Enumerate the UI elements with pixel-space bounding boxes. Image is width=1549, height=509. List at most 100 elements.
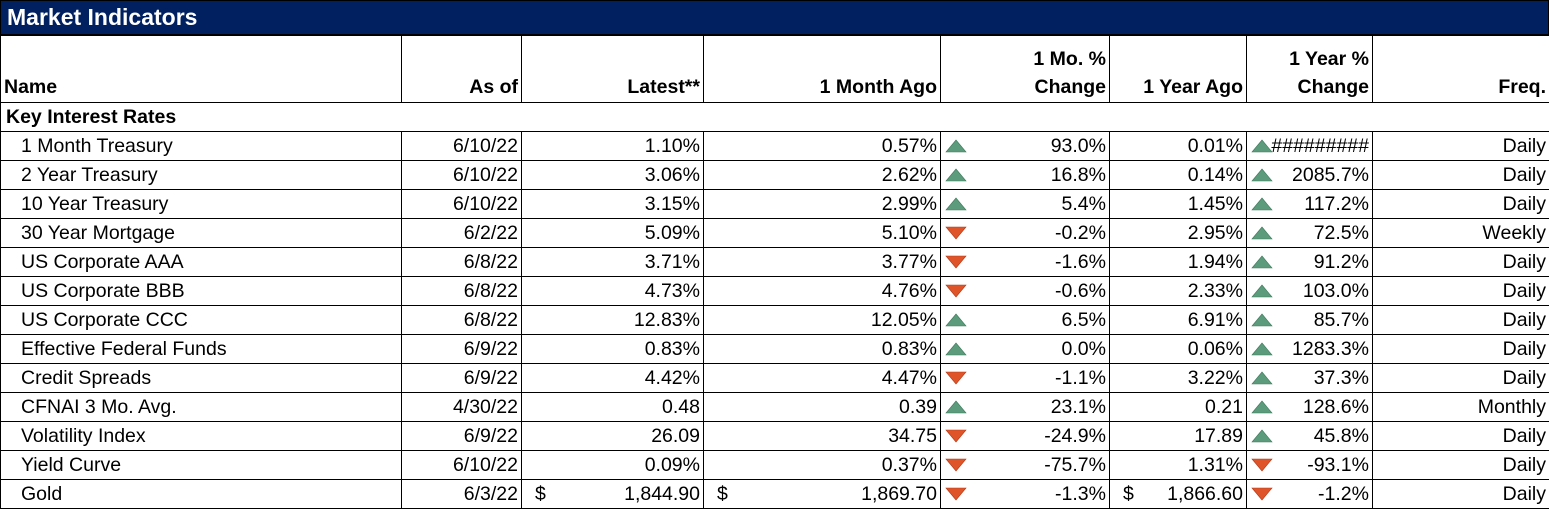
- table-row: Credit Spreads 6/9/22 4.42% 4.47% -1.1% 3.22%…: [0, 363, 1549, 393]
- month-change-cell: 0.0%: [940, 334, 1110, 364]
- month-change-cell: 5.4%: [940, 189, 1110, 219]
- month-ago-cell: 0.83%: [703, 334, 941, 364]
- year-change-cell: 128.6%: [1246, 392, 1373, 422]
- frequency: Daily: [1372, 160, 1549, 190]
- frequency: Daily: [1372, 131, 1549, 161]
- latest-cell: 3.15%: [521, 189, 704, 219]
- year-change-cell-value: 91.2%: [1313, 251, 1369, 273]
- arrow-down-icon: [945, 255, 967, 269]
- year-ago-cell: 17.89: [1109, 421, 1247, 451]
- table-row: Volatility Index 6/9/22 26.09 34.75 -24.9% 17…: [0, 421, 1549, 451]
- as-of-date: 6/9/22: [401, 334, 522, 364]
- frequency: Daily: [1372, 189, 1549, 219]
- arrow-down-icon: [945, 284, 967, 298]
- arrow-up-icon: [945, 197, 967, 211]
- year-ago-cell: 0.21: [1109, 392, 1247, 422]
- year-ago-cell: 3.22%: [1109, 363, 1247, 393]
- year-ago-cell: 1.45%: [1109, 189, 1247, 219]
- year-ago-cell-value: 1,866.60: [1167, 483, 1243, 505]
- month-change-cell-value: -24.9%: [1044, 425, 1106, 447]
- year-change-cell-value: 45.8%: [1313, 425, 1369, 447]
- year-change-cell: 72.5%: [1246, 218, 1373, 248]
- month-ago-cell: 5.10%: [703, 218, 941, 248]
- as-of-date: 4/30/22: [401, 392, 522, 422]
- frequency: Monthly: [1372, 392, 1549, 422]
- arrow-down-icon: [945, 458, 967, 472]
- as-of-date: 6/2/22: [401, 218, 522, 248]
- month-change-cell-value: -75.7%: [1044, 454, 1106, 476]
- indicator-name: Gold: [0, 479, 402, 509]
- arrow-up-icon: [1251, 284, 1273, 298]
- as-of-date: 6/10/22: [401, 189, 522, 219]
- year-change-cell: #########: [1246, 131, 1373, 161]
- month-ago-cell: 0.57%: [703, 131, 941, 161]
- month-change-cell: 23.1%: [940, 392, 1110, 422]
- header-month-change: 1 Mo. % Change: [940, 35, 1110, 103]
- arrow-up-icon: [1251, 342, 1273, 356]
- year-change-cell: 45.8%: [1246, 421, 1373, 451]
- year-change-cell: 117.2%: [1246, 189, 1373, 219]
- frequency: Daily: [1372, 479, 1549, 509]
- indicator-name: 10 Year Treasury: [0, 189, 402, 219]
- year-ago-cell: $1,866.60: [1109, 479, 1247, 509]
- year-ago-cell: 6.91%: [1109, 305, 1247, 335]
- sheet-title: Market Indicators: [7, 4, 198, 30]
- header-month-ago: 1 Month Ago: [703, 35, 941, 103]
- indicator-name: Volatility Index: [0, 421, 402, 451]
- year-ago-cell: 0.14%: [1109, 160, 1247, 190]
- frequency: Daily: [1372, 305, 1549, 335]
- section-label: Key Interest Rates: [0, 102, 1549, 132]
- latest-cell: 4.42%: [521, 363, 704, 393]
- arrow-down-icon: [945, 429, 967, 443]
- frequency: Weekly: [1372, 218, 1549, 248]
- latest-cell: 0.48: [521, 392, 704, 422]
- arrow-up-icon: [945, 342, 967, 356]
- arrow-down-icon: [1251, 487, 1273, 501]
- arrow-down-icon: [1251, 458, 1273, 472]
- as-of-date: 6/3/22: [401, 479, 522, 509]
- month-change-cell-value: -1.1%: [1055, 367, 1106, 389]
- indicator-name: Yield Curve: [0, 450, 402, 480]
- year-change-cell-value: -1.2%: [1318, 483, 1369, 505]
- year-change-cell: -1.2%: [1246, 479, 1373, 509]
- title-bar: Market Indicators: [0, 0, 1549, 35]
- year-change-cell-value: 37.3%: [1313, 367, 1369, 389]
- arrow-down-icon: [945, 226, 967, 240]
- frequency: Daily: [1372, 334, 1549, 364]
- header-month-change-line1: 1 Mo. %: [1033, 48, 1106, 70]
- indicator-name: 1 Month Treasury: [0, 131, 402, 161]
- indicators-table: Name As of Latest** 1 Month Ago 1 Mo. % …: [0, 35, 1549, 509]
- year-ago-cell: 1.94%: [1109, 247, 1247, 277]
- month-change-cell: 16.8%: [940, 160, 1110, 190]
- header-row: Name As of Latest** 1 Month Ago 1 Mo. % …: [0, 35, 1549, 103]
- month-change-cell: -1.6%: [940, 247, 1110, 277]
- latest-cell: 5.09%: [521, 218, 704, 248]
- month-change-cell: -24.9%: [940, 421, 1110, 451]
- year-change-cell-value: 85.7%: [1313, 309, 1369, 331]
- arrow-up-icon: [945, 400, 967, 414]
- year-change-cell-value: 72.5%: [1313, 222, 1369, 244]
- month-ago-cell: 3.77%: [703, 247, 941, 277]
- table-row: US Corporate CCC 6/8/22 12.83% 12.05% 6.5% 6.…: [0, 305, 1549, 335]
- arrow-up-icon: [1251, 197, 1273, 211]
- as-of-date: 6/8/22: [401, 247, 522, 277]
- indicator-name: US Corporate CCC: [0, 305, 402, 335]
- month-change-cell: -75.7%: [940, 450, 1110, 480]
- year-change-cell: 2085.7%: [1246, 160, 1373, 190]
- table-row: Effective Federal Funds 6/9/22 0.83% 0.83% 0…: [0, 334, 1549, 364]
- month-ago-cell: 34.75: [703, 421, 941, 451]
- frequency: Daily: [1372, 363, 1549, 393]
- indicator-name: US Corporate BBB: [0, 276, 402, 306]
- year-change-cell-value: 2085.7%: [1292, 164, 1369, 186]
- latest-cell: 3.06%: [521, 160, 704, 190]
- indicator-name: CFNAI 3 Mo. Avg.: [0, 392, 402, 422]
- arrow-up-icon: [1251, 429, 1273, 443]
- frequency: Daily: [1372, 450, 1549, 480]
- month-change-cell: -1.1%: [940, 363, 1110, 393]
- year-change-cell-value: 117.2%: [1304, 193, 1369, 215]
- as-of-date: 6/8/22: [401, 305, 522, 335]
- month-ago-cell: 4.47%: [703, 363, 941, 393]
- month-ago-cell: 0.37%: [703, 450, 941, 480]
- month-ago-cell: 4.76%: [703, 276, 941, 306]
- as-of-date: 6/10/22: [401, 450, 522, 480]
